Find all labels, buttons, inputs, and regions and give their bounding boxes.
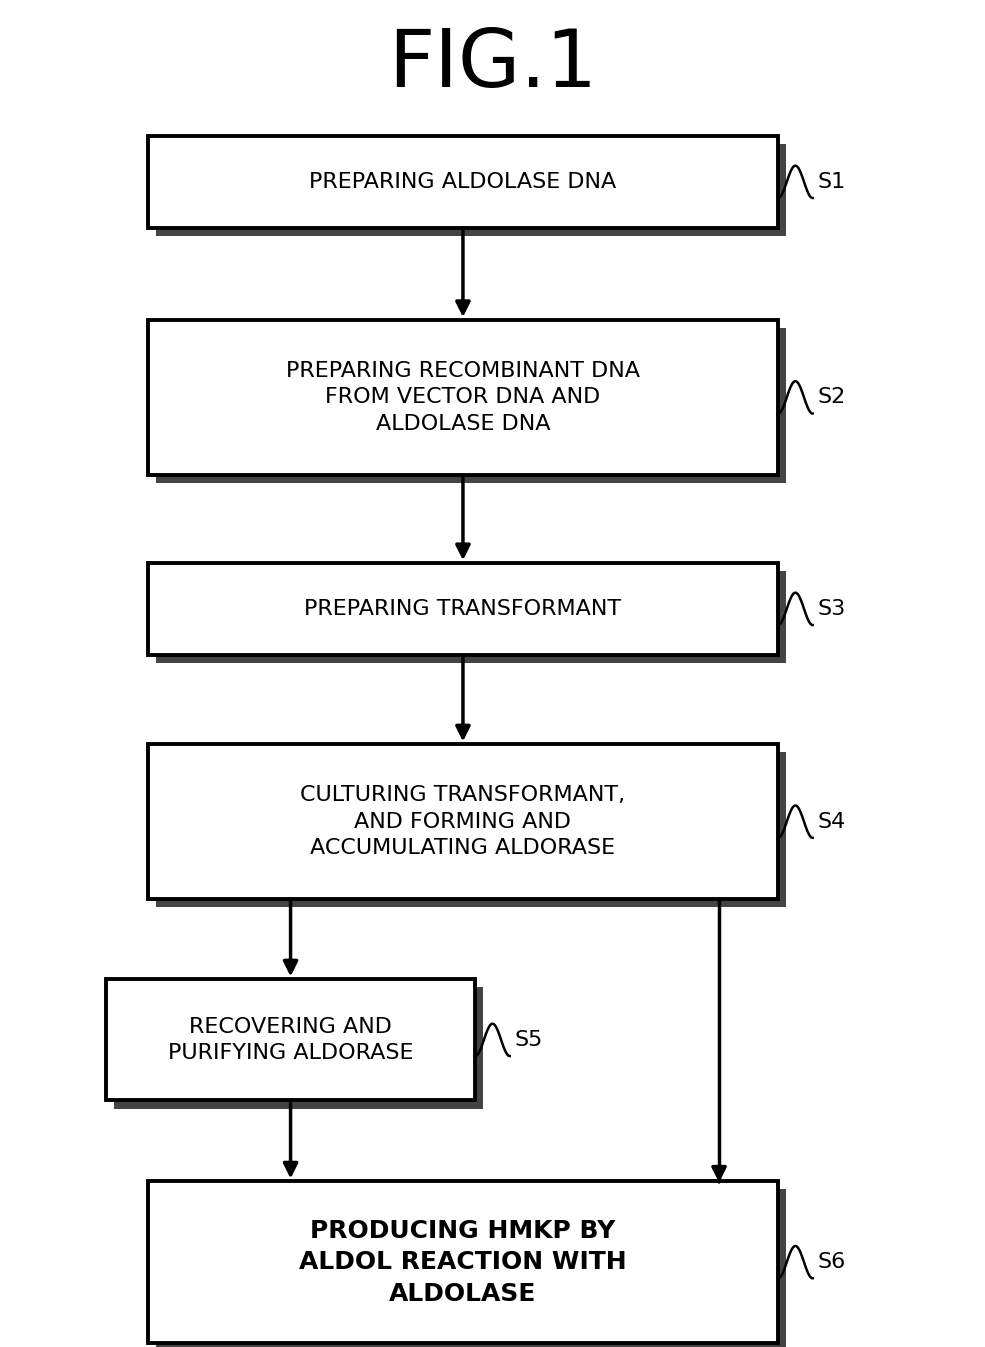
FancyBboxPatch shape xyxy=(156,752,786,908)
Text: PREPARING RECOMBINANT DNA
FROM VECTOR DNA AND
ALDOLASE DNA: PREPARING RECOMBINANT DNA FROM VECTOR DN… xyxy=(286,361,640,434)
Text: FIG.1: FIG.1 xyxy=(388,26,597,104)
Text: S4: S4 xyxy=(818,812,846,831)
Text: PREPARING TRANSFORMANT: PREPARING TRANSFORMANT xyxy=(304,599,622,618)
Text: S5: S5 xyxy=(514,1030,543,1049)
FancyBboxPatch shape xyxy=(148,321,778,475)
Text: S6: S6 xyxy=(818,1253,846,1272)
FancyBboxPatch shape xyxy=(148,1181,778,1343)
FancyBboxPatch shape xyxy=(148,744,778,900)
Text: S1: S1 xyxy=(818,172,846,191)
FancyBboxPatch shape xyxy=(156,329,786,484)
FancyBboxPatch shape xyxy=(156,571,786,663)
Text: CULTURING TRANSFORMANT,
AND FORMING AND
ACCUMULATING ALDORASE: CULTURING TRANSFORMANT, AND FORMING AND … xyxy=(300,785,625,858)
Text: PREPARING ALDOLASE DNA: PREPARING ALDOLASE DNA xyxy=(309,172,617,191)
FancyBboxPatch shape xyxy=(156,1189,786,1347)
FancyBboxPatch shape xyxy=(114,987,483,1109)
Text: S3: S3 xyxy=(818,599,846,618)
FancyBboxPatch shape xyxy=(156,144,786,236)
FancyBboxPatch shape xyxy=(106,979,476,1100)
Text: RECOVERING AND
PURIFYING ALDORASE: RECOVERING AND PURIFYING ALDORASE xyxy=(167,1017,414,1063)
FancyBboxPatch shape xyxy=(148,563,778,655)
FancyBboxPatch shape xyxy=(148,136,778,228)
Text: S2: S2 xyxy=(818,388,846,407)
Text: PRODUCING HMKP BY
ALDOL REACTION WITH
ALDOLASE: PRODUCING HMKP BY ALDOL REACTION WITH AL… xyxy=(299,1219,626,1305)
